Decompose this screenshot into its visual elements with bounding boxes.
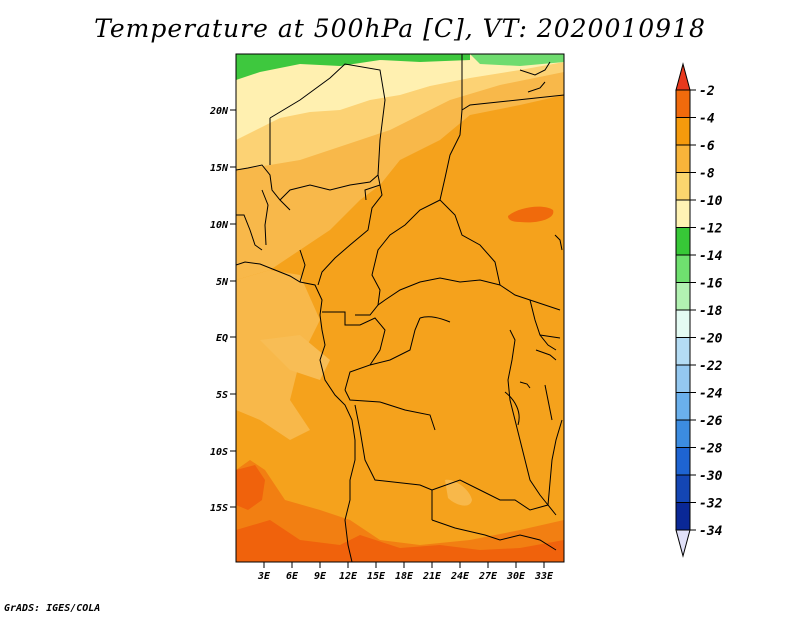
- chart-title: Temperature at 500hPa [C], VT: 202001091…: [94, 14, 706, 43]
- colorbar-swatch: [675, 117, 691, 146]
- lon-label: 3E: [257, 571, 271, 582]
- map-frame: [235, 53, 565, 563]
- colorbar-swatch: [675, 337, 691, 366]
- colorbar-swatch: [675, 199, 691, 228]
- colorbar-label: -30: [699, 469, 723, 484]
- lon-label: 30E: [506, 571, 526, 582]
- colorbar-label: -24: [699, 387, 723, 402]
- colorbar-label: -10: [699, 194, 723, 209]
- temperature-field: [236, 54, 564, 562]
- lat-label: EQ: [216, 333, 228, 344]
- colorbar-swatch: [675, 227, 691, 256]
- lat-label: 15S: [210, 503, 228, 514]
- colorbar-swatch: [675, 419, 691, 448]
- lon-label: 27E: [478, 571, 498, 582]
- longitude-labels: 3E 6E 9E 12E 15E 18E 21E 24E 27E 30E 33E: [257, 571, 554, 582]
- lat-label: 5N: [216, 277, 229, 288]
- colorbar-label: -28: [699, 442, 723, 457]
- colorbar-label: -6: [699, 139, 715, 154]
- colorbar-label: -22: [699, 359, 723, 374]
- colorbar-top-arrow: [675, 62, 691, 91]
- colorbar-label: -20: [699, 332, 723, 347]
- lon-label: 9E: [314, 571, 327, 582]
- lat-label: 10S: [210, 447, 228, 458]
- colorbar-swatch: [675, 282, 691, 311]
- colorbar-swatch: [675, 502, 691, 531]
- colorbar-swatch: [675, 254, 691, 283]
- colorbar-swatch: [675, 172, 691, 201]
- lat-label: 10N: [210, 220, 229, 231]
- lon-label: 6E: [286, 571, 299, 582]
- colorbar-bottom-arrow: [675, 529, 691, 558]
- colorbar-label: -2: [699, 84, 715, 99]
- colorbar-swatch: [675, 392, 691, 421]
- colorbar-swatch: [675, 309, 691, 338]
- colorbar-label: -8: [699, 167, 715, 182]
- colorbar-swatch: [675, 144, 691, 173]
- lat-label: 5S: [216, 390, 228, 401]
- colorbar-label: -18: [699, 304, 723, 319]
- colorbar-label: -34: [699, 524, 723, 539]
- colorbar-label: -16: [699, 277, 723, 292]
- colorbar-swatch: [675, 364, 691, 393]
- latitude-labels: 20N 15N 10N 5N EQ 5S 10S 15S: [209, 106, 229, 514]
- colorbar-label: -12: [699, 222, 723, 237]
- lat-label: 20N: [209, 106, 229, 117]
- country-borders: [236, 54, 564, 562]
- lon-label: 12E: [339, 571, 358, 582]
- lon-label: 15E: [367, 571, 386, 582]
- lon-label: 18E: [395, 571, 414, 582]
- colorbar-label: -32: [699, 497, 723, 512]
- lon-label: 21E: [422, 571, 442, 582]
- colorbar-label: -26: [699, 414, 723, 429]
- colorbar-swatch: [675, 447, 691, 476]
- colorbar-swatch: [675, 89, 691, 118]
- credit-label: GrADS: IGES/COLA: [4, 603, 101, 614]
- lon-label: 33E: [534, 571, 554, 582]
- colorbar-label: -14: [699, 249, 723, 264]
- lon-label: 24E: [450, 571, 470, 582]
- colorbar: -2 -4 -6 -8 -10 -12 -14 -16 -18 -20 -22 -24 -26 -28 -3…: [675, 62, 723, 558]
- colorbar-swatch: [675, 474, 691, 503]
- colorbar-label: -4: [699, 112, 715, 127]
- lat-label: 15N: [210, 163, 229, 174]
- axis-ticks: [230, 109, 545, 568]
